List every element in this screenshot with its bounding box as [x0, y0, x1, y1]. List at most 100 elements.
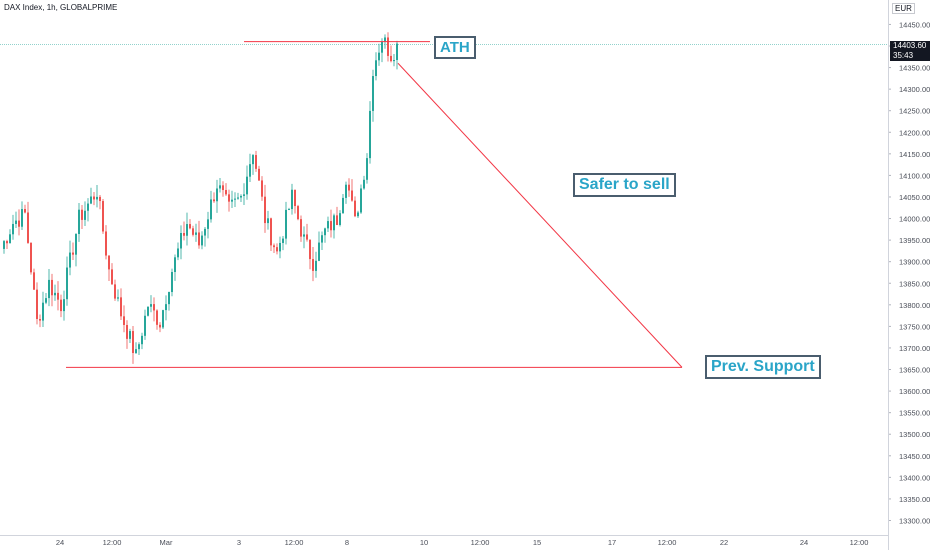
candle-body: [78, 209, 80, 235]
bar-countdown: 35:43: [893, 51, 914, 60]
candle-body: [159, 324, 161, 328]
candle-body: [297, 206, 299, 220]
candle-body: [345, 184, 347, 198]
candle-body: [12, 223, 14, 235]
candle-body: [246, 176, 248, 195]
candle-body: [96, 196, 98, 200]
candle-body: [201, 235, 203, 246]
candle-body: [369, 110, 371, 159]
candle-body: [342, 197, 344, 214]
candle-body: [177, 248, 179, 258]
candle-body: [156, 310, 158, 325]
y-tick-label: 14200.00: [899, 128, 930, 137]
candle-body: [363, 179, 365, 189]
y-tick-label: 13750.00: [899, 322, 930, 331]
candle-body: [333, 215, 335, 231]
candle-body: [273, 245, 275, 248]
candle-body: [294, 189, 296, 207]
y-axis: 13300.00 13350.00 13400.00 13450.00 13500.00…: [888, 20, 930, 526]
candle-body: [255, 155, 257, 169]
current-price-tag: 14403.60 35:43: [890, 41, 930, 61]
candle-body: [264, 196, 266, 224]
y-tick-label: 14450.00: [899, 20, 930, 29]
x-tick-label: 22: [720, 538, 728, 547]
candle-body: [153, 304, 155, 311]
candle-body: [291, 189, 293, 210]
x-tick-label: Mar: [160, 538, 173, 547]
candle-body: [327, 221, 329, 229]
y-tick-label: 13350.00: [899, 495, 930, 504]
candle-body: [63, 299, 65, 312]
candle-body: [321, 235, 323, 243]
candle-body: [303, 234, 305, 237]
candle-body: [141, 335, 143, 345]
candle-body: [6, 241, 8, 244]
x-tick-label: 12:00: [103, 538, 122, 547]
candle-body: [93, 196, 95, 200]
y-tick-label: 14250.00: [899, 107, 930, 116]
safer-to-sell-label[interactable]: Safer to sell: [573, 173, 676, 197]
candle-body: [198, 232, 200, 246]
projection-line: [397, 62, 683, 368]
candle-body: [18, 220, 20, 227]
candle-body: [117, 297, 119, 299]
candle-body: [150, 304, 152, 307]
x-tick-label: 12:00: [471, 538, 490, 547]
candle-body: [66, 267, 68, 300]
y-tick-label: 13850.00: [899, 279, 930, 288]
candle-body: [231, 199, 233, 202]
y-tick-label: 14100.00: [899, 171, 930, 180]
candle-body: [99, 196, 101, 202]
candle-body: [30, 242, 32, 273]
candle-body: [360, 188, 362, 213]
candle-body: [318, 242, 320, 261]
x-tick-label: 10: [420, 538, 428, 547]
candle-body: [348, 184, 350, 191]
candle-body: [165, 304, 167, 311]
candle-body: [225, 190, 227, 195]
candle-body: [9, 234, 11, 244]
candle-body: [132, 331, 134, 354]
candle-body: [228, 194, 230, 202]
candle-body: [33, 272, 35, 290]
candle-body: [387, 37, 389, 56]
candle-body: [186, 224, 188, 236]
x-tick-label: 15: [533, 538, 541, 547]
drawing-lines: [66, 41, 683, 368]
candle-body: [216, 188, 218, 202]
y-tick-label: 14150.00: [899, 150, 930, 159]
y-tick-label: 13550.00: [899, 409, 930, 418]
candle-body: [330, 221, 332, 231]
x-axis: 24 12:00 Mar 3 12:00 8 10 12:00 15 17 12:00 22 24 12:…: [56, 538, 869, 547]
candle-body: [57, 292, 59, 300]
candle-body: [261, 180, 263, 197]
candle-body: [315, 260, 317, 271]
candle-body: [3, 241, 5, 249]
candle-body: [351, 190, 353, 201]
y-tick-label: 13900.00: [899, 258, 930, 267]
candle-body: [207, 219, 209, 229]
candle-body: [81, 209, 83, 220]
y-tick-label: 14350.00: [899, 64, 930, 73]
candle-body: [249, 164, 251, 177]
y-tick-label: 13400.00: [899, 473, 930, 482]
x-tick-label: 17: [608, 538, 616, 547]
candle-body: [384, 37, 386, 42]
candle-body: [120, 297, 122, 317]
y-tick-label: 13500.00: [899, 430, 930, 439]
candle-body: [282, 238, 284, 243]
candle-body: [108, 255, 110, 270]
candle-body: [123, 316, 125, 325]
ath-label[interactable]: ATH: [434, 36, 476, 59]
candle-body: [267, 218, 269, 224]
y-tick-label: 13650.00: [899, 366, 930, 375]
chart-title: DAX Index, 1h, GLOBALPRIME: [4, 3, 118, 12]
currency-badge[interactable]: EUR: [892, 3, 915, 14]
price-axis-divider: [888, 0, 889, 550]
candle-body: [396, 43, 398, 61]
candle-body: [393, 60, 395, 62]
candle-body: [237, 197, 239, 199]
candle-body: [147, 306, 149, 316]
prev-support-label[interactable]: Prev. Support: [705, 355, 821, 379]
